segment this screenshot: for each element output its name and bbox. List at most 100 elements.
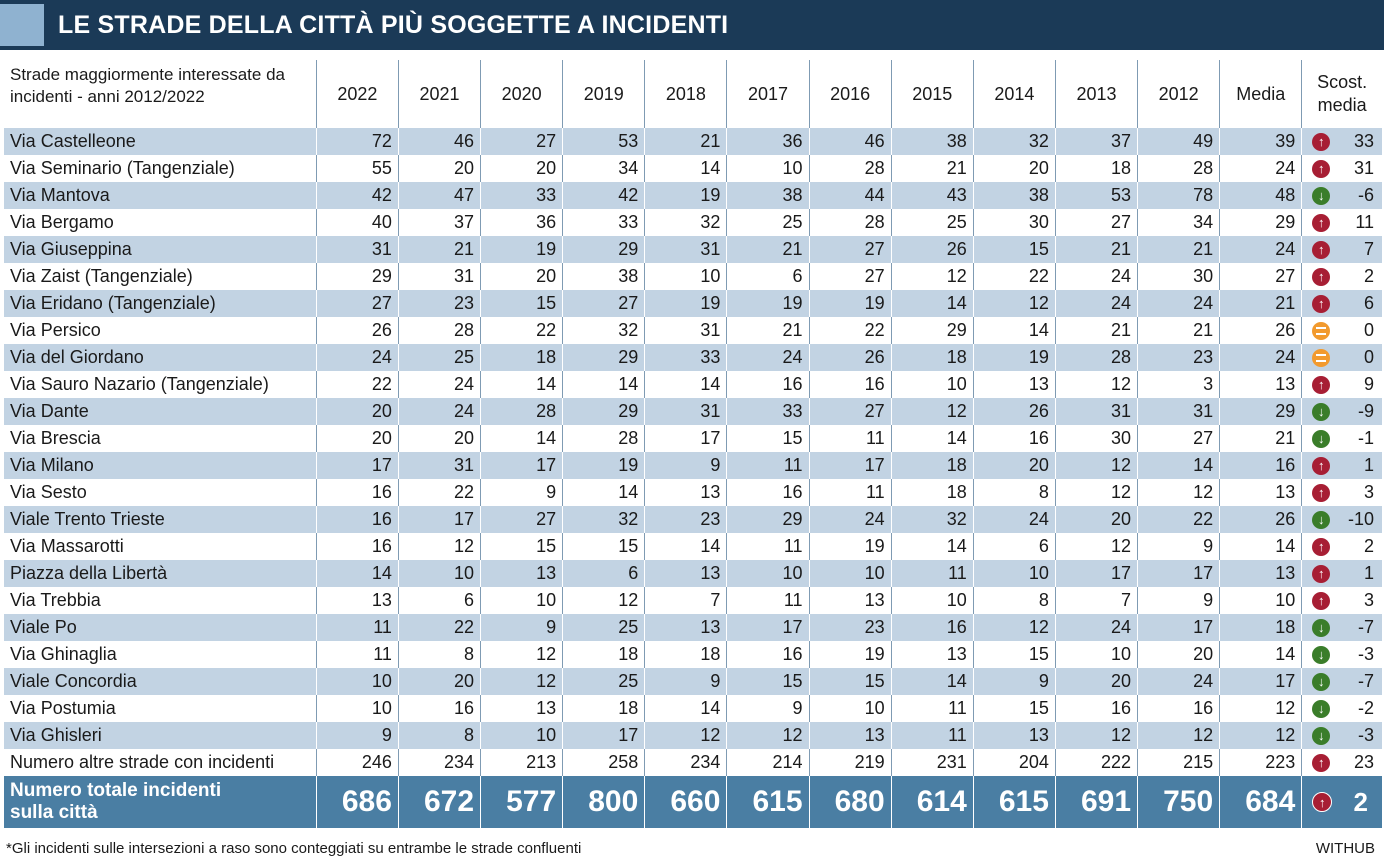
year-value: 15 [480,290,564,317]
year-value: 12 [1055,371,1139,398]
year-value: 14 [480,371,564,398]
year-value: 10 [891,371,974,398]
year-value: 12 [562,587,646,614]
delta-cell: ↑ 1 [1302,560,1382,587]
year-value: 17 [726,614,810,641]
street-name: Piazza della Libertà [4,560,317,587]
year-value: 10 [480,587,564,614]
year-value: 21 [891,155,974,182]
media-value: 27 [1219,263,1303,290]
media-value: 12 [1219,695,1303,722]
year-value: 47 [398,182,482,209]
year-value: 27 [562,290,646,317]
year-value: 24 [316,344,399,371]
delta-cell: ↑ 6 [1302,290,1382,317]
media-value: 16 [1219,452,1303,479]
year-value: 18 [480,344,564,371]
street-name: Via Zaist (Tangenziale) [4,263,317,290]
media-value: 17 [1219,668,1303,695]
media-value: 21 [1219,290,1303,317]
delta-cell: ↓ -2 [1302,695,1382,722]
year-value: 246 [316,749,399,776]
arrow-down-icon: ↓ [1312,510,1331,529]
year-value: 15 [973,695,1056,722]
year-value: 18 [891,479,974,506]
header-year: 2018 [644,60,728,128]
delta-value: -2 [1357,698,1374,718]
year-value: 12 [891,398,974,425]
year-value: 17 [480,452,564,479]
total-year-value: 750 [1137,776,1221,828]
year-value: 25 [891,209,974,236]
table-row: Via Eridano (Tangenziale) 27 23 15 27 19 19 19 1… [4,290,1382,317]
year-value: 24 [809,506,892,533]
street-name: Via Eridano (Tangenziale) [4,290,317,317]
street-name: Via Massarotti [4,533,317,560]
year-value: 33 [480,182,564,209]
year-value: 42 [316,182,399,209]
year-value: 26 [891,236,974,263]
year-value: 22 [809,317,892,344]
year-value: 22 [480,317,564,344]
year-value: 12 [480,641,564,668]
year-value: 24 [1137,668,1221,695]
year-value: 11 [809,425,892,452]
delta-cell: ↓ -7 [1302,614,1382,641]
year-value: 29 [726,506,810,533]
year-value: 24 [398,371,482,398]
year-value: 34 [562,155,646,182]
year-value: 16 [316,479,399,506]
year-value: 21 [726,317,810,344]
year-value: 14 [562,371,646,398]
street-name: Via Ghinaglia [4,641,317,668]
delta-cell: ↑ 2 [1302,263,1382,290]
delta-value: 2 [1363,266,1374,286]
year-value: 36 [480,209,564,236]
total-year-value: 672 [398,776,482,828]
year-value: 24 [1055,614,1139,641]
media-value: 13 [1219,371,1303,398]
year-value: 10 [726,155,810,182]
year-value: 13 [973,371,1056,398]
year-value: 11 [891,695,974,722]
year-value: 31 [398,263,482,290]
year-value: 19 [809,290,892,317]
accidents-table: Strade maggiormente interessate da incid… [4,60,1382,828]
year-value: 42 [562,182,646,209]
arrow-down-icon: ↓ [1312,726,1331,745]
arrow-up-icon: ↑ [1312,240,1331,259]
year-value: 31 [316,236,399,263]
year-value: 24 [1055,290,1139,317]
delta-cell: ↑ 1 [1302,452,1382,479]
media-value: 13 [1219,560,1303,587]
media-value: 24 [1219,344,1303,371]
year-value: 13 [891,641,974,668]
delta-value: 6 [1363,293,1374,313]
delta-cell: ↓ -6 [1302,182,1382,209]
year-value: 20 [973,452,1056,479]
year-value: 28 [809,209,892,236]
media-value: 48 [1219,182,1303,209]
total-year-value: 577 [480,776,564,828]
delta-cell: ↓ -1 [1302,425,1382,452]
arrow-up-icon: ↑ [1312,375,1331,394]
year-value: 20 [1137,641,1221,668]
delta-cell: ↑ 31 [1302,155,1382,182]
year-value: 38 [973,182,1056,209]
arrow-up-icon: ↑ [1312,294,1331,313]
year-value: 29 [562,236,646,263]
year-value: 12 [1055,722,1139,749]
delta-value: 2 [1363,536,1374,556]
year-value: 27 [809,263,892,290]
year-value: 14 [891,668,974,695]
year-value: 13 [644,479,728,506]
year-value: 24 [1137,290,1221,317]
year-value: 9 [480,614,564,641]
year-value: 6 [562,560,646,587]
arrow-up-icon: ↑ [1312,456,1331,475]
year-value: 14 [316,560,399,587]
media-value: 10 [1219,587,1303,614]
year-value: 17 [809,452,892,479]
delta-value: 9 [1363,374,1374,394]
table-row: Via Brescia 20 20 14 28 17 15 11 14 16 30 27 21 ↓ -1 [4,425,1382,452]
